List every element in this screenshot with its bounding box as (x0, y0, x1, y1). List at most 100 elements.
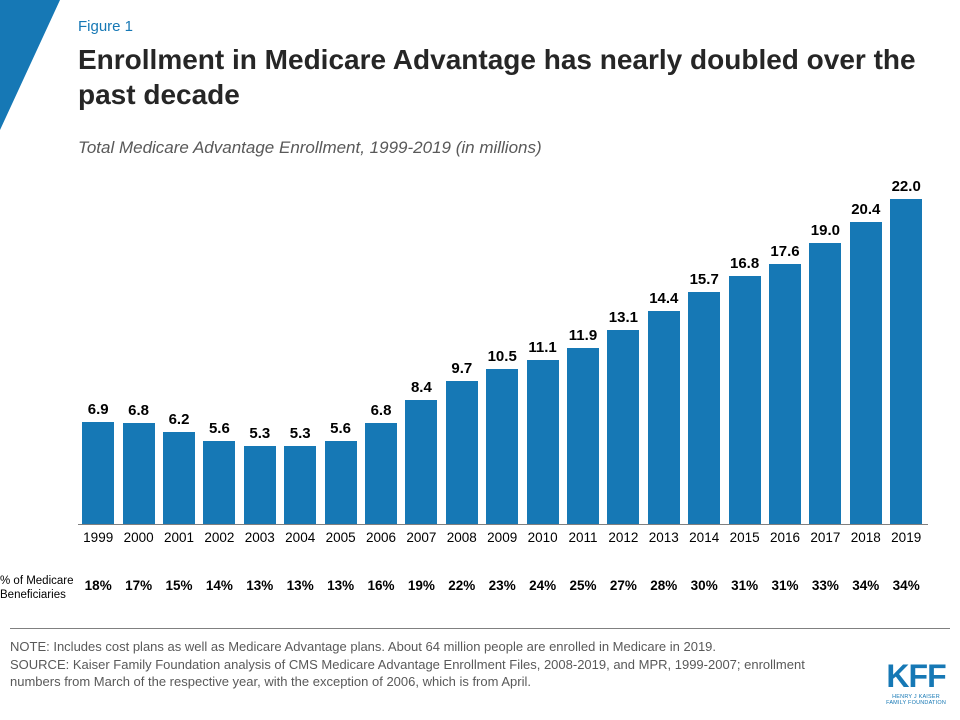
footer-divider (10, 628, 950, 629)
x-axis-year: 2017 (805, 530, 845, 545)
bar-value-label: 5.6 (330, 420, 351, 437)
bar-slot: 15.7 (684, 271, 724, 524)
bar (769, 264, 801, 524)
bar-slot: 6.8 (361, 402, 401, 524)
bar-value-label: 6.9 (88, 401, 109, 418)
bar-value-label: 11.1 (528, 339, 556, 356)
pct-cell: 31% (765, 578, 805, 593)
x-axis-year: 2011 (563, 530, 603, 545)
chart-title: Enrollment in Medicare Advantage has nea… (78, 42, 920, 112)
pct-cell: 25% (563, 578, 603, 593)
bar-slot: 19.0 (805, 222, 845, 524)
bar (365, 423, 397, 524)
bar-value-label: 5.6 (209, 420, 230, 437)
x-axis-year: 2008 (442, 530, 482, 545)
kff-logo-text: KFF (886, 660, 946, 692)
bar (82, 422, 114, 524)
bar (567, 348, 599, 524)
brand-corner-triangle (0, 0, 60, 130)
bar-slot: 5.6 (320, 420, 360, 524)
bar (890, 199, 922, 524)
bar-value-label: 10.5 (488, 348, 517, 365)
pct-cell: 34% (886, 578, 926, 593)
x-axis-year: 2003 (240, 530, 280, 545)
bar (325, 441, 357, 524)
bar (648, 311, 680, 524)
bar-value-label: 8.4 (411, 379, 432, 396)
pct-cell: 19% (401, 578, 441, 593)
x-axis-year: 1999 (78, 530, 118, 545)
pct-cell: 14% (199, 578, 239, 593)
x-axis-years: 1999200020012002200320042005200620072008… (78, 530, 928, 548)
x-axis-year: 2007 (401, 530, 441, 545)
bar-slot: 6.9 (78, 401, 118, 524)
bar-slot: 11.1 (522, 339, 562, 524)
chart-subtitle: Total Medicare Advantage Enrollment, 199… (78, 138, 542, 158)
x-axis-year: 2012 (603, 530, 643, 545)
pct-cell: 28% (644, 578, 684, 593)
bar (284, 446, 316, 524)
bar-value-label: 22.0 (892, 178, 921, 195)
bar-value-label: 6.8 (128, 402, 149, 419)
bar-slot: 6.2 (159, 411, 199, 524)
bar-slot: 16.8 (724, 255, 764, 525)
bar-slot: 5.3 (240, 425, 280, 524)
pct-cell: 17% (118, 578, 158, 593)
pct-cell: 31% (724, 578, 764, 593)
x-axis-year: 2010 (522, 530, 562, 545)
bar (809, 243, 841, 524)
bar-value-label: 6.2 (169, 411, 190, 428)
bar-value-label: 20.4 (851, 201, 880, 218)
pct-row-label: % of MedicareBeneficiaries (0, 575, 75, 603)
bar-value-label: 16.8 (730, 255, 759, 272)
pct-cell: 15% (159, 578, 199, 593)
bar-value-label: 6.8 (371, 402, 392, 419)
x-axis-year: 2009 (482, 530, 522, 545)
bar (244, 446, 276, 524)
bar (446, 381, 478, 524)
x-axis-year: 2001 (159, 530, 199, 545)
pct-cell: 16% (361, 578, 401, 593)
chart-area: 6.9 6.8 6.2 5.6 5.3 5.3 5.6 6.8 8.4 9.7 10.5 11.1 11… (78, 170, 928, 570)
bar-value-label: 19.0 (811, 222, 840, 239)
bar-slot: 20.4 (846, 201, 886, 524)
footnote-text: NOTE: Includes cost plans as well as Med… (10, 638, 810, 691)
x-axis-year: 2002 (199, 530, 239, 545)
x-axis-year: 2016 (765, 530, 805, 545)
bar-value-label: 14.4 (649, 290, 678, 307)
pct-cell: 24% (522, 578, 562, 593)
bar-value-label: 9.7 (451, 360, 472, 377)
kff-logo-subtext: HENRY J KAISERFAMILY FOUNDATION (886, 694, 946, 706)
figure-label: Figure 1 (78, 18, 133, 35)
bar-slot: 22.0 (886, 178, 926, 524)
x-axis-year: 2006 (361, 530, 401, 545)
bar-slot: 10.5 (482, 348, 522, 524)
bar (850, 222, 882, 524)
x-axis-year: 2004 (280, 530, 320, 545)
bar-value-label: 5.3 (290, 425, 311, 442)
bar-slot: 17.6 (765, 243, 805, 524)
x-axis-year: 2019 (886, 530, 926, 545)
pct-cell: 34% (846, 578, 886, 593)
bar (405, 400, 437, 524)
x-axis-year: 2000 (118, 530, 158, 545)
pct-cell: 23% (482, 578, 522, 593)
bar-slot: 14.4 (644, 290, 684, 524)
bar (527, 360, 559, 524)
bar-slot: 11.9 (563, 327, 603, 524)
bar-value-label: 5.3 (249, 425, 270, 442)
pct-cell: 13% (320, 578, 360, 593)
bar-plot: 6.9 6.8 6.2 5.6 5.3 5.3 5.6 6.8 8.4 9.7 10.5 11.1 11… (78, 170, 928, 525)
bar (123, 423, 155, 524)
bar-slot: 5.6 (199, 420, 239, 524)
pct-cell: 13% (240, 578, 280, 593)
bar (729, 276, 761, 525)
bar-slot: 5.3 (280, 425, 320, 524)
bar (688, 292, 720, 524)
bar-value-label: 17.6 (770, 243, 799, 260)
bar (607, 330, 639, 524)
bar (203, 441, 235, 524)
pct-row: 18%17%15%14%13%13%13%16%19%22%23%24%25%2… (78, 578, 928, 596)
bar-slot: 9.7 (442, 360, 482, 524)
bar (163, 432, 195, 524)
